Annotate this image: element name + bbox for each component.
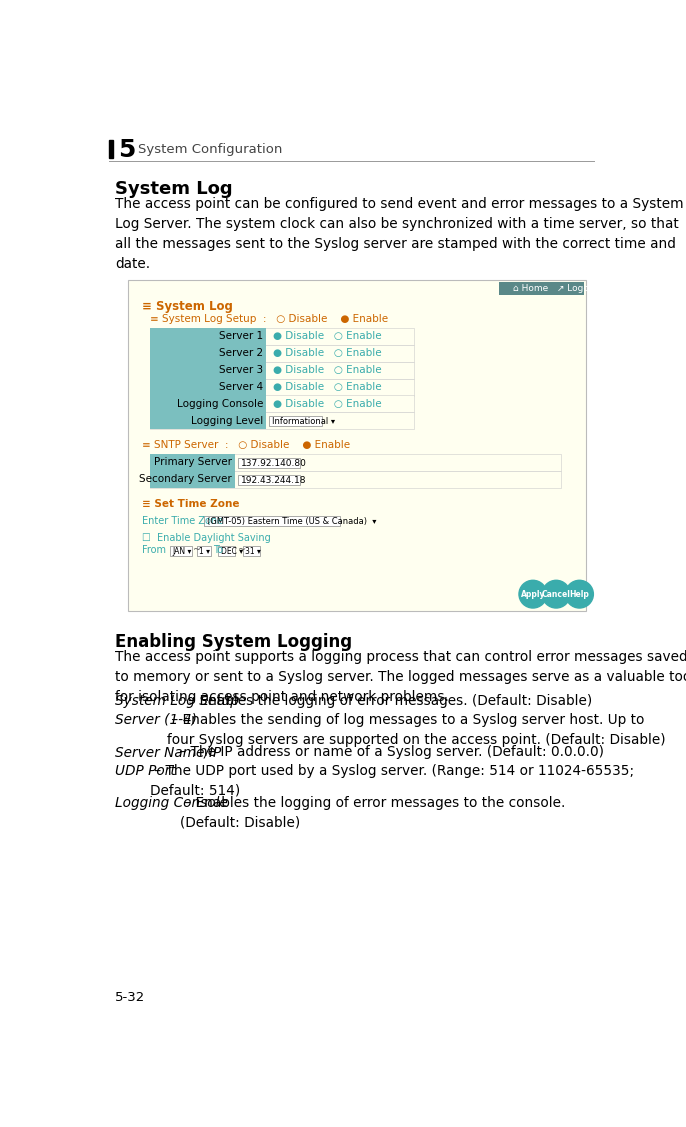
- Bar: [150, 412, 414, 429]
- Bar: [204, 516, 340, 526]
- Text: Enabling System Logging: Enabling System Logging: [115, 632, 353, 650]
- Text: From: From: [142, 545, 166, 556]
- Text: Logging Console: Logging Console: [177, 399, 263, 409]
- Text: 192.43.244.18: 192.43.244.18: [241, 476, 306, 485]
- Bar: [150, 328, 414, 345]
- Text: The access point supports a logging process that can control error messages save: The access point supports a logging proc…: [115, 649, 686, 703]
- Text: ● Disable   ○ Enable: ● Disable ○ Enable: [272, 365, 381, 375]
- Text: Server 4: Server 4: [219, 382, 263, 392]
- Text: ● Disable   ○ Enable: ● Disable ○ Enable: [272, 331, 381, 341]
- Text: ≡ SNTP Server  :   ○ Disable    ● Enable: ≡ SNTP Server : ○ Disable ● Enable: [142, 441, 351, 450]
- Text: To: To: [213, 545, 223, 556]
- Bar: [270, 416, 322, 426]
- Text: System Log: System Log: [115, 180, 233, 198]
- Text: ☐  Enable Daylight Saving: ☐ Enable Daylight Saving: [142, 533, 271, 542]
- Text: Server (1-4): Server (1-4): [115, 712, 197, 727]
- Text: 31 ▾: 31 ▾: [246, 547, 261, 556]
- Text: Server Name/IP: Server Name/IP: [115, 745, 222, 760]
- Bar: [239, 474, 300, 485]
- Bar: [150, 362, 266, 379]
- Text: Primary Server: Primary Server: [154, 458, 233, 468]
- Bar: [150, 345, 266, 362]
- Bar: [197, 545, 211, 556]
- Text: 5-32: 5-32: [115, 992, 145, 1004]
- Bar: [150, 328, 266, 345]
- Bar: [150, 396, 266, 412]
- Bar: [243, 545, 260, 556]
- Text: – The IP address or name of a Syslog server. (Default: 0.0.0.0): – The IP address or name of a Syslog ser…: [176, 745, 604, 760]
- Text: DEC ▾: DEC ▾: [221, 547, 243, 556]
- Text: (GMT-05) Eastern Time (US & Canada)  ▾: (GMT-05) Eastern Time (US & Canada) ▾: [206, 516, 376, 525]
- Text: ⌂ Home   ↗ Logout: ⌂ Home ↗ Logout: [512, 284, 598, 293]
- Bar: [218, 545, 235, 556]
- Text: Logging Console: Logging Console: [115, 796, 228, 810]
- Bar: [150, 345, 414, 362]
- Text: ● Disable   ○ Enable: ● Disable ○ Enable: [272, 399, 381, 409]
- Text: Secondary Server: Secondary Server: [139, 474, 233, 485]
- Text: 137.92.140.80: 137.92.140.80: [241, 459, 307, 468]
- Text: Server 1: Server 1: [219, 331, 263, 341]
- Circle shape: [519, 580, 547, 609]
- Text: ≡ Set Time Zone: ≡ Set Time Zone: [142, 498, 240, 508]
- Text: – Enables the logging of error messages. (Default: Disable): – Enables the logging of error messages.…: [184, 694, 592, 708]
- Bar: [150, 362, 414, 379]
- Text: Informational ▾: Informational ▾: [272, 417, 335, 426]
- Text: – The UDP port used by a Syslog server. (Range: 514 or 11024-65535;
Default: 514: – The UDP port used by a Syslog server. …: [150, 764, 634, 798]
- Circle shape: [565, 580, 593, 609]
- Bar: [150, 454, 561, 471]
- Bar: [499, 282, 584, 295]
- Text: 1 ▾: 1 ▾: [199, 547, 210, 556]
- Text: Server 2: Server 2: [219, 348, 263, 358]
- Text: Cancel: Cancel: [542, 589, 571, 598]
- Bar: [150, 396, 414, 412]
- Text: System Log Setup: System Log Setup: [115, 694, 239, 708]
- Text: UDP Port: UDP Port: [115, 764, 176, 778]
- Bar: [150, 412, 266, 429]
- Bar: [150, 471, 561, 488]
- Text: Server 3: Server 3: [219, 365, 263, 375]
- Text: ● Disable   ○ Enable: ● Disable ○ Enable: [272, 348, 381, 358]
- Bar: [170, 545, 192, 556]
- Text: System Configuration: System Configuration: [139, 143, 283, 157]
- Bar: [150, 471, 235, 488]
- Text: Logging Level: Logging Level: [191, 416, 263, 426]
- Text: Help: Help: [569, 589, 589, 598]
- Text: 5: 5: [118, 137, 136, 162]
- Text: ≡ System Log: ≡ System Log: [142, 300, 233, 313]
- Text: The access point can be configured to send event and error messages to a System
: The access point can be configured to se…: [115, 197, 684, 270]
- Text: Apply: Apply: [521, 589, 545, 598]
- Circle shape: [542, 580, 570, 609]
- Text: Enter Time Zone: Enter Time Zone: [142, 516, 224, 525]
- Bar: [150, 379, 414, 396]
- Text: ~: ~: [193, 545, 201, 556]
- Bar: [150, 454, 235, 471]
- Bar: [109, 140, 113, 158]
- Text: ~: ~: [237, 545, 246, 556]
- Bar: [150, 379, 266, 396]
- Text: – Enables the sending of log messages to a Syslog server host. Up to
four Syslog: – Enables the sending of log messages to…: [167, 712, 665, 747]
- Text: – Enables the logging of error messages to the console.
(Default: Disable): – Enables the logging of error messages …: [180, 796, 565, 829]
- Text: ≡ System Log Setup  :   ○ Disable    ● Enable: ≡ System Log Setup : ○ Disable ● Enable: [150, 314, 388, 323]
- Bar: [128, 279, 586, 611]
- Bar: [239, 458, 300, 468]
- Text: JAN ▾: JAN ▾: [173, 547, 192, 556]
- Text: ● Disable   ○ Enable: ● Disable ○ Enable: [272, 382, 381, 392]
